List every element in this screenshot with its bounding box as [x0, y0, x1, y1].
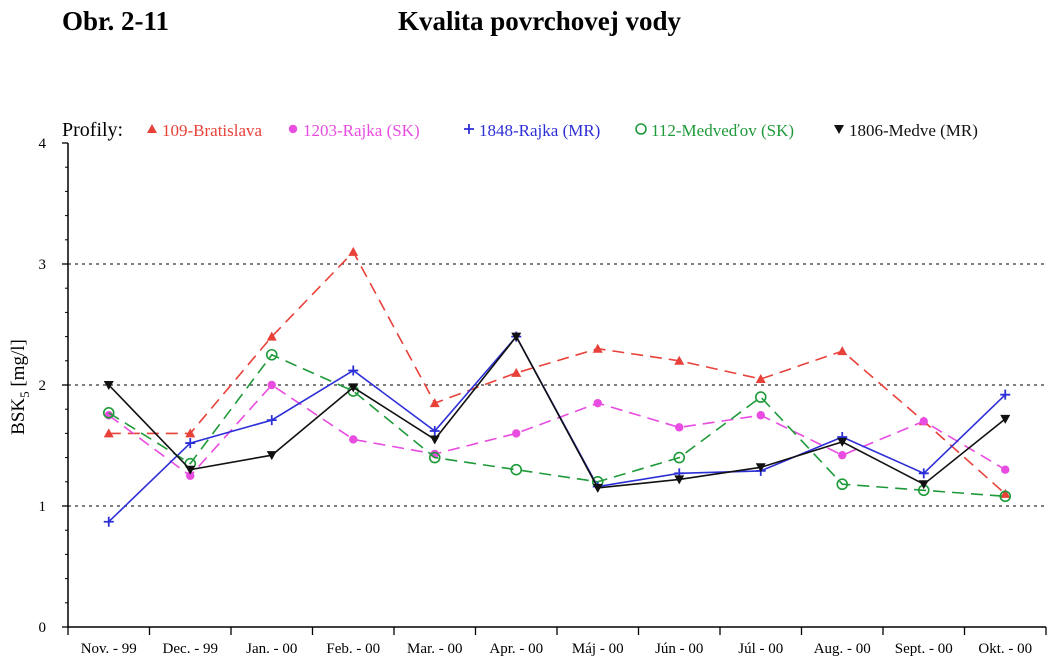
- x-tick-label: Nov. - 99: [81, 641, 137, 657]
- data-point: [185, 465, 196, 475]
- data-point: [673, 451, 686, 464]
- x-tick-label: Feb. - 00: [326, 641, 380, 657]
- y-tick-label: 3: [39, 257, 47, 273]
- chart-title: Kvalita povrchovej vody: [398, 6, 681, 36]
- x-tick-label: Jan. - 00: [246, 641, 297, 657]
- data-point: [185, 438, 196, 449]
- data-point: [674, 355, 685, 365]
- y-tick-label: 4: [39, 136, 47, 152]
- legend-label: 1203-Rajka (SK): [303, 121, 420, 140]
- series-line: [108, 353, 1006, 498]
- x-tick-label: Okt. - 00: [978, 641, 1032, 657]
- x-tick-label: Mar. - 00: [407, 641, 462, 657]
- series: [102, 246, 1012, 527]
- data-point: [266, 331, 277, 341]
- data-point: [592, 343, 603, 353]
- data-point: [756, 411, 765, 420]
- data-point: [428, 451, 441, 464]
- data-point: [348, 365, 359, 376]
- series-line: [108, 383, 1006, 477]
- data-point: [999, 490, 1012, 503]
- series-3: [103, 331, 1011, 527]
- x-tick-label: Aug. - 00: [814, 641, 871, 657]
- y-axis-label: BSK5 [mg/l]: [8, 339, 32, 435]
- data-point: [429, 435, 440, 445]
- data-point: [511, 332, 522, 342]
- legend-marker: [288, 124, 298, 134]
- data-point: [266, 415, 277, 426]
- x-tick-label: Dec. - 99: [163, 641, 218, 657]
- y-tick-label: 1: [39, 499, 47, 515]
- data-point: [429, 398, 440, 408]
- legend-marker: [147, 124, 157, 133]
- x-tick-label: Sept. - 00: [895, 641, 953, 657]
- data-point: [429, 425, 440, 436]
- legend-label: 112-Medveďov (SK): [651, 121, 794, 140]
- data-point: [102, 407, 115, 419]
- data-point: [349, 435, 358, 444]
- series-line: [108, 335, 1006, 489]
- series-1: [103, 246, 1011, 498]
- data-point: [265, 348, 278, 361]
- x-tick-label: Apr. - 00: [489, 641, 543, 657]
- data-point: [103, 381, 114, 390]
- figure-number: Obr. 2-11: [62, 6, 170, 36]
- legend-label: 1848-Rajka (MR): [479, 121, 600, 140]
- data-point: [674, 475, 685, 485]
- legend-marker: [464, 124, 474, 134]
- legend-title: Profily:: [62, 119, 123, 141]
- data-point: [919, 417, 928, 426]
- data-point: [348, 383, 359, 393]
- data-point: [266, 451, 277, 461]
- axes: 0 1 2 3 4 Nov. - 99 Dec. - 99 Jan. - 00 Feb. - 0…: [39, 136, 1047, 657]
- data-point: [1000, 488, 1011, 498]
- x-tick-label: Júl - 00: [738, 641, 783, 657]
- data-point: [592, 483, 603, 493]
- data-point: [511, 367, 522, 377]
- x-tick-label: Máj - 00: [572, 641, 624, 657]
- data-point: [838, 450, 847, 460]
- legend-marker: [635, 123, 647, 135]
- data-point: [1000, 389, 1011, 400]
- legend-label: 1806-Medve (MR): [849, 121, 978, 140]
- x-tick-label: Jún - 00: [655, 641, 703, 657]
- series-line: [108, 250, 1006, 495]
- data-point: [103, 516, 114, 527]
- data-point: [918, 480, 929, 490]
- data-point: [593, 398, 602, 408]
- legend-marker: [834, 125, 844, 134]
- data-point: [1001, 465, 1010, 474]
- data-point: [755, 463, 766, 473]
- y-tick-label: 0: [39, 620, 47, 636]
- data-point: [348, 246, 359, 256]
- y-tick-label: 2: [39, 378, 47, 394]
- data-point: [103, 428, 114, 438]
- legend: Profily: 109-Bratislava 1203-Rajka (SK) 184…: [62, 119, 978, 141]
- gridlines: [68, 263, 1046, 507]
- data-point: [918, 468, 929, 479]
- data-point: [836, 478, 849, 491]
- series-line: [108, 335, 1006, 523]
- data-point: [755, 373, 766, 383]
- series-4: [102, 348, 1012, 503]
- data-point: [1000, 414, 1011, 424]
- series-5: [103, 332, 1011, 493]
- data-point: [837, 437, 848, 447]
- data-point: [510, 463, 523, 476]
- data-point: [754, 391, 767, 403]
- data-point: [185, 428, 196, 438]
- data-point: [837, 346, 848, 356]
- data-point: [675, 423, 684, 432]
- data-point: [267, 380, 276, 390]
- data-point: [186, 471, 195, 480]
- data-point: [512, 429, 521, 438]
- legend-label: 109-Bratislava: [162, 121, 263, 140]
